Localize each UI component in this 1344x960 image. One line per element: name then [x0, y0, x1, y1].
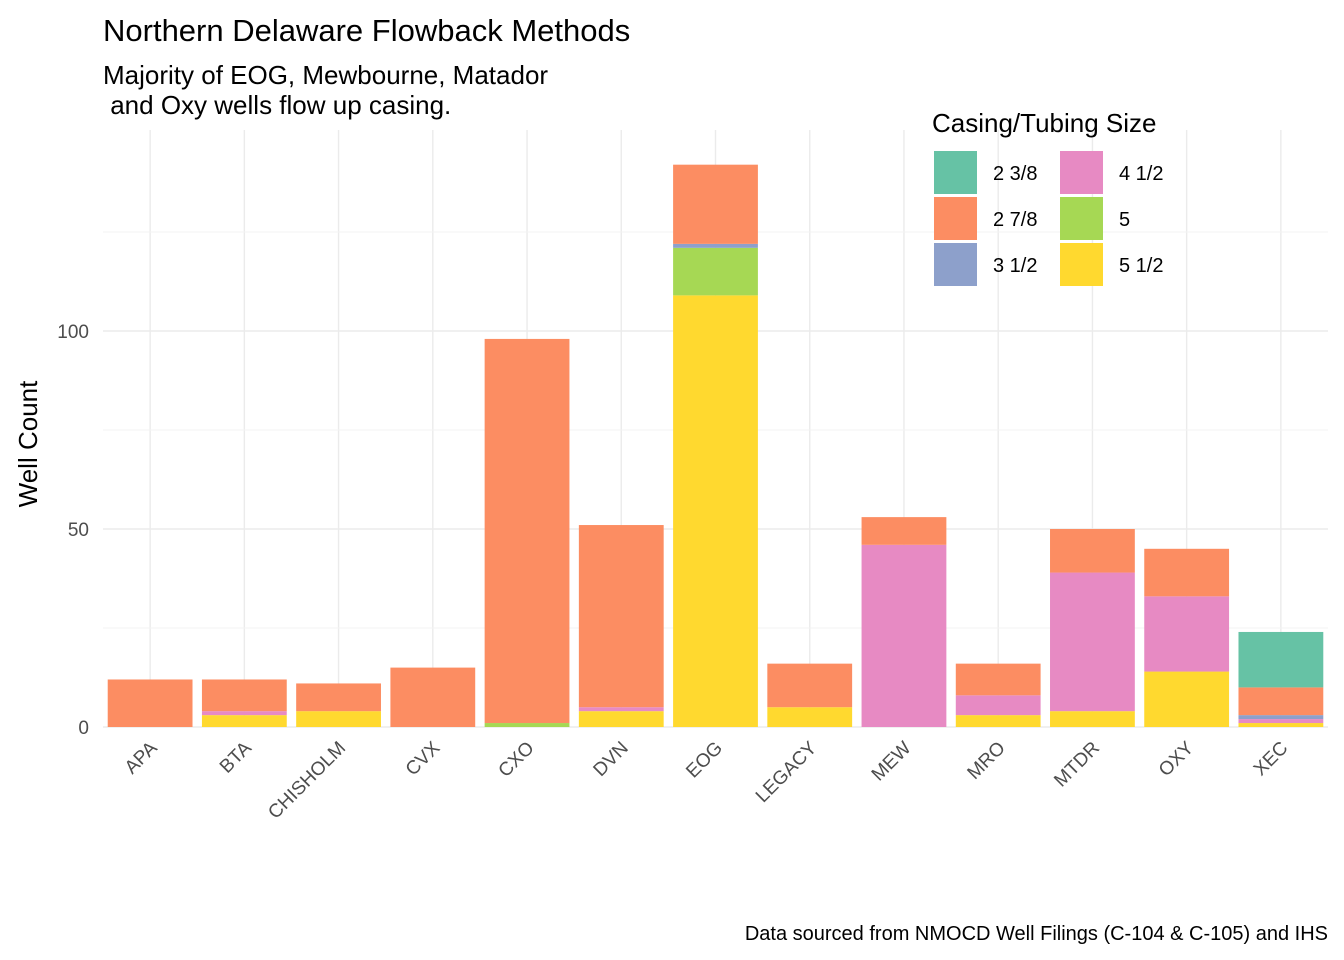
- x-tick-label: EOG: [682, 738, 727, 783]
- chart-caption: Data sourced from NMOCD Well Filings (C-…: [745, 923, 1328, 945]
- legend-key: [1060, 243, 1103, 286]
- x-tick-label: DVN: [590, 738, 633, 781]
- legend: Casing/Tubing Size 2 3/8 2 7/8 3 1/2 4 1/2 5…: [932, 108, 1163, 286]
- bar-oxy-2-7-8: [1144, 548, 1230, 597]
- bar-bta-4-1-2: [201, 711, 287, 716]
- bar-mtdr-5-1-2: [1050, 711, 1135, 727]
- bar-chisholm-2-7-8: [296, 683, 381, 712]
- bar-mtdr-4-1-2: [1050, 572, 1135, 712]
- bar-xec-2-3-8: [1238, 631, 1324, 688]
- x-tick-label: APA: [121, 737, 162, 778]
- bar-chisholm-5-1-2: [296, 711, 381, 727]
- legend-label: 5 1/2: [1119, 255, 1163, 277]
- chart-title: Northern Delaware Flowback Methods: [103, 13, 630, 48]
- bar-oxy-5-1-2: [1144, 671, 1230, 727]
- bar-dvn-4-1-2: [578, 707, 664, 712]
- x-tick-label: CHISHOLM: [264, 738, 350, 824]
- legend-label: 3 1/2: [993, 255, 1037, 277]
- bar-eog-2-7-8: [673, 164, 758, 244]
- x-tick-label: XEC: [1250, 738, 1292, 780]
- bar-mew-4-1-2: [861, 544, 947, 727]
- bar-cxo-2-7-8: [484, 338, 570, 724]
- x-tick-label: OXY: [1155, 737, 1198, 780]
- bar-eog-5: [673, 247, 758, 296]
- legend-key: [934, 197, 977, 240]
- bar-bta-5-1-2: [201, 715, 287, 727]
- x-tick-label: BTA: [216, 737, 256, 777]
- legend-label: 5: [1119, 209, 1130, 231]
- legend-key: [934, 151, 977, 194]
- y-tick-label: 0: [78, 718, 89, 739]
- bar-legacy-5-1-2: [767, 707, 853, 727]
- bar-eog-5-1-2: [673, 295, 758, 727]
- bar-xec-5-1-2: [1238, 723, 1324, 727]
- bar-xec-4-1-2: [1238, 719, 1324, 724]
- x-tick-label: CVX: [402, 737, 445, 780]
- bar-legacy-2-7-8: [767, 663, 853, 708]
- legend-title: Casing/Tubing Size: [932, 108, 1157, 138]
- legend-label: 4 1/2: [1119, 163, 1163, 185]
- legend-key: [1060, 151, 1103, 194]
- chart-subtitle-line-1: Majority of EOG, Mewbourne, Matador: [103, 60, 548, 90]
- y-axis: 0 50 100: [57, 322, 89, 739]
- bar-cxo-5: [484, 723, 570, 727]
- bar-mew-2-7-8: [861, 517, 947, 545]
- bar-mro-5-1-2: [955, 715, 1041, 727]
- bar-eog-3-1-2: [673, 243, 758, 248]
- bar-mro-4-1-2: [955, 695, 1041, 716]
- y-axis-label: Well Count: [13, 380, 43, 507]
- x-tick-label: MTDR: [1050, 738, 1104, 792]
- bar-dvn-2-7-8: [578, 525, 664, 708]
- bar-mro-2-7-8: [955, 663, 1041, 696]
- y-tick-label: 50: [68, 520, 89, 541]
- bar-mtdr-2-7-8: [1050, 529, 1135, 573]
- legend-key: [1060, 197, 1103, 240]
- x-tick-label: LEGACY: [752, 737, 822, 807]
- bar-xec-3-1-2: [1238, 715, 1324, 720]
- x-axis: APA BTA CHISHOLM CVX CXO DVN EOG LEGACY MEW MRO MT…: [121, 737, 1293, 823]
- bar-bta-2-7-8: [201, 679, 287, 712]
- legend-label: 2 3/8: [993, 163, 1037, 185]
- x-tick-label: CXO: [495, 738, 539, 782]
- y-tick-label: 100: [57, 322, 89, 343]
- x-tick-label: MEW: [868, 738, 916, 786]
- bar-xec-2-7-8: [1238, 687, 1324, 716]
- bar-oxy-4-1-2: [1144, 596, 1230, 672]
- bar-apa-2-7-8: [107, 679, 193, 727]
- bar-cvx-2-7-8: [390, 667, 476, 727]
- x-tick-label: MRO: [964, 738, 1010, 784]
- legend-label: 2 7/8: [993, 209, 1037, 231]
- bars: [107, 164, 1324, 727]
- chart-subtitle-line-2: and Oxy wells flow up casing.: [103, 90, 451, 120]
- bar-dvn-5-1-2: [578, 711, 664, 727]
- legend-key: [934, 243, 977, 286]
